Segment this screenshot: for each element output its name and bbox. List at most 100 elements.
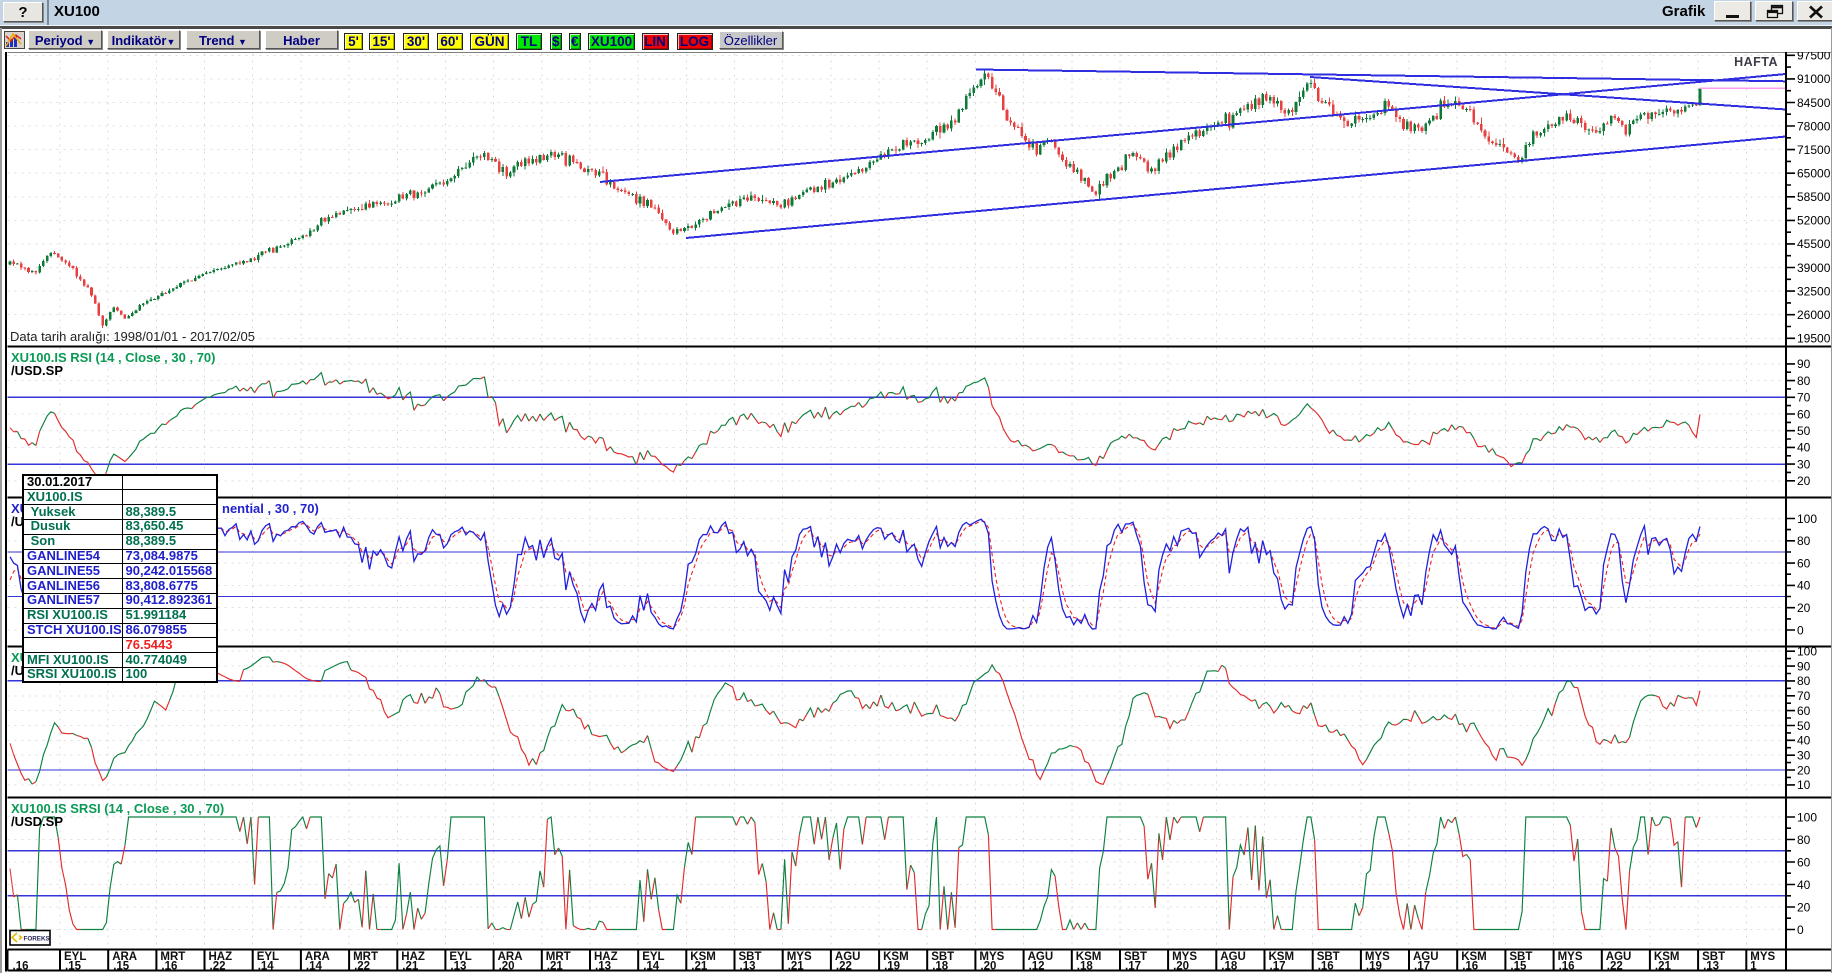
svg-text:40: 40 xyxy=(1797,734,1811,748)
svg-text:70: 70 xyxy=(1797,689,1811,703)
svg-text:91000: 91000 xyxy=(1797,72,1831,86)
svg-text:40: 40 xyxy=(1797,579,1811,593)
svg-text:SBT: SBT xyxy=(1702,951,1725,963)
svg-text:50: 50 xyxy=(1797,719,1811,733)
svg-text:100: 100 xyxy=(1797,512,1817,526)
svg-text:10: 10 xyxy=(1797,778,1811,792)
svg-text:26000: 26000 xyxy=(1797,308,1831,322)
svg-text:80: 80 xyxy=(1797,374,1811,388)
svg-text:65000: 65000 xyxy=(1797,167,1831,181)
svg-text:XU100.IS SRSI (14 , Close , 30: XU100.IS SRSI (14 , Close , 30 , 70) xyxy=(11,801,224,816)
svg-text:AGU: AGU xyxy=(1606,951,1632,963)
svg-text:,22: ,22 xyxy=(836,961,852,973)
svg-text:,22: ,22 xyxy=(210,961,226,973)
svg-text:AGU: AGU xyxy=(1028,951,1054,963)
svg-text:60: 60 xyxy=(1797,407,1811,421)
svg-text:MYS: MYS xyxy=(787,951,812,963)
svg-text:20: 20 xyxy=(1797,763,1811,777)
svg-text:60: 60 xyxy=(1797,556,1811,570)
svg-text:/USD.SP: /USD.SP xyxy=(11,814,63,829)
svg-text:70: 70 xyxy=(1797,391,1811,405)
svg-text:84500: 84500 xyxy=(1797,96,1831,110)
svg-text:HAZ: HAZ xyxy=(401,951,425,963)
svg-text:,13: ,13 xyxy=(740,961,756,973)
svg-text:,16: ,16 xyxy=(161,961,177,973)
svg-text:Data tarih aralığı: 1998/01/01: Data tarih aralığı: 1998/01/01 - 2017/02… xyxy=(10,329,255,344)
svg-text:AGU: AGU xyxy=(835,951,861,963)
svg-text:58500: 58500 xyxy=(1797,190,1831,204)
svg-text:MYS: MYS xyxy=(979,951,1004,963)
svg-text:80: 80 xyxy=(1797,674,1811,688)
svg-text:EYL: EYL xyxy=(642,951,664,963)
svg-text:KSM: KSM xyxy=(1654,951,1680,963)
svg-text:MYS: MYS xyxy=(1172,951,1197,963)
svg-text:,17: ,17 xyxy=(1125,961,1141,973)
svg-text:,15: ,15 xyxy=(65,961,82,973)
svg-text:,22: ,22 xyxy=(354,961,370,973)
svg-text:XU100.IS RSI (14 , Close , 30: XU100.IS RSI (14 , Close , 30 , 70) xyxy=(11,350,215,365)
svg-text:19500: 19500 xyxy=(1797,332,1831,346)
svg-text:MRT: MRT xyxy=(353,951,378,963)
svg-text:SBT: SBT xyxy=(739,951,762,963)
svg-text:KSM: KSM xyxy=(1076,951,1102,963)
svg-text:32500: 32500 xyxy=(1797,284,1831,298)
svg-text:SBT: SBT xyxy=(931,951,954,963)
svg-text:90: 90 xyxy=(1797,357,1811,371)
svg-text:100: 100 xyxy=(1797,645,1817,659)
svg-text:30: 30 xyxy=(1797,749,1811,763)
svg-text:nential , 30 , 70): nential , 30 , 70) xyxy=(222,501,319,516)
svg-text:0: 0 xyxy=(1797,923,1804,937)
svg-text:,20: ,20 xyxy=(980,961,996,973)
svg-text:40: 40 xyxy=(1797,441,1811,455)
svg-text:,16: ,16 xyxy=(13,961,29,973)
svg-text:MRT: MRT xyxy=(160,951,185,963)
svg-text:50: 50 xyxy=(1797,424,1811,438)
svg-text:,13: ,13 xyxy=(595,961,611,973)
svg-text:80: 80 xyxy=(1797,833,1811,847)
svg-text:,17: ,17 xyxy=(1270,961,1286,973)
svg-text:ARA: ARA xyxy=(305,951,330,963)
svg-text:ARA: ARA xyxy=(498,951,523,963)
svg-text:,17: ,17 xyxy=(1414,961,1430,973)
svg-text:40: 40 xyxy=(1797,878,1811,892)
svg-text:HAZ: HAZ xyxy=(594,951,618,963)
svg-text:,19: ,19 xyxy=(884,961,900,973)
svg-text:,21: ,21 xyxy=(402,961,419,973)
svg-text:0: 0 xyxy=(1797,623,1804,637)
svg-text:HAFTA: HAFTA xyxy=(1734,55,1778,69)
svg-text:20: 20 xyxy=(1797,900,1811,914)
svg-text:EYL: EYL xyxy=(257,951,279,963)
svg-text:,14: ,14 xyxy=(643,961,660,973)
svg-text:,14: ,14 xyxy=(258,961,275,973)
svg-text:,13: ,13 xyxy=(1703,961,1719,973)
svg-text:,20: ,20 xyxy=(499,961,515,973)
svg-text:,22: ,22 xyxy=(1607,961,1623,973)
svg-text:FOREKS: FOREKS xyxy=(24,936,50,943)
svg-text:EYL: EYL xyxy=(449,951,471,963)
svg-text:97500: 97500 xyxy=(1797,49,1831,63)
svg-text:MRT: MRT xyxy=(546,951,571,963)
svg-text:AGU: AGU xyxy=(1413,951,1439,963)
svg-text:AGU: AGU xyxy=(1220,951,1246,963)
svg-text:45500: 45500 xyxy=(1797,237,1831,251)
svg-text:SBT: SBT xyxy=(1317,951,1340,963)
svg-text:MYS: MYS xyxy=(1558,951,1583,963)
svg-text:60: 60 xyxy=(1797,855,1811,869)
svg-text:100: 100 xyxy=(1797,810,1817,824)
svg-text:90: 90 xyxy=(1797,659,1811,673)
svg-text:,14: ,14 xyxy=(306,961,323,973)
svg-text:20: 20 xyxy=(1797,474,1811,488)
svg-text:,13: ,13 xyxy=(450,961,466,973)
svg-text:,20: ,20 xyxy=(1173,961,1189,973)
svg-text:78000: 78000 xyxy=(1797,119,1831,133)
svg-text:,16: ,16 xyxy=(1462,961,1478,973)
svg-text:,12: ,12 xyxy=(1029,961,1045,973)
svg-text:/USD.SP: /USD.SP xyxy=(11,363,63,378)
svg-text:,16: ,16 xyxy=(1318,961,1334,973)
svg-text:20: 20 xyxy=(1797,601,1811,615)
svg-text:,21: ,21 xyxy=(547,961,564,973)
svg-text:MYS: MYS xyxy=(1750,951,1775,963)
svg-text:30: 30 xyxy=(1797,457,1811,471)
svg-text:71500: 71500 xyxy=(1797,143,1831,157)
svg-text:52000: 52000 xyxy=(1797,214,1831,228)
